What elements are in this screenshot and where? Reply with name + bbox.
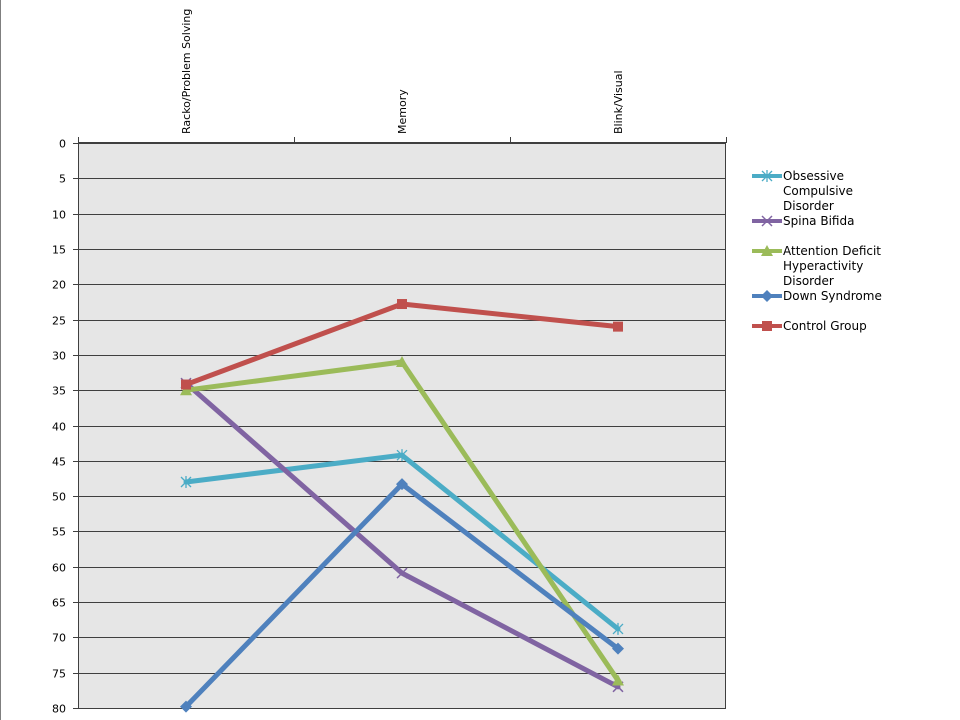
marker-diamond	[761, 290, 773, 302]
y-tick-label: 25	[52, 315, 66, 328]
marker-diamond	[180, 700, 192, 713]
series-down-syndrome	[180, 478, 624, 713]
y-tick-label: 50	[52, 491, 66, 504]
marker-diamond	[396, 478, 408, 491]
marker-star	[396, 449, 408, 462]
legend-label: Attention Deficit Hyperactivity Disorder	[783, 244, 881, 288]
y-tick-label: 35	[52, 385, 66, 398]
y-tick-label: 55	[52, 526, 66, 539]
marker-square	[762, 321, 772, 331]
y-tick-label: 70	[52, 632, 66, 645]
y-tick-label: 30	[52, 350, 66, 363]
y-tick-label: 0	[59, 138, 66, 151]
y-tick-label: 65	[52, 597, 66, 610]
marker-x	[761, 215, 773, 227]
category-label: Racko/Problem Solving	[180, 9, 193, 134]
window-left-border	[0, 0, 1, 720]
series-attention-deficit-hyperactivity-disorder	[180, 355, 624, 686]
legend-label: Control Group	[783, 319, 867, 333]
legend-item: Attention Deficit Hyperactivity Disorder	[752, 244, 881, 288]
marker-star	[761, 170, 773, 182]
y-tick-label: 15	[52, 244, 66, 257]
y-tick-label: 75	[52, 668, 66, 681]
marker-triangle	[612, 674, 624, 686]
legend-item: Control Group	[752, 319, 867, 333]
marker-square	[397, 299, 407, 310]
category-label: Memory	[396, 89, 409, 134]
y-tick-label: 10	[52, 209, 66, 222]
y-tick-label: 45	[52, 456, 66, 469]
y-tick-label: 40	[52, 421, 66, 434]
y-tick-label: 20	[52, 279, 66, 292]
marker-triangle	[180, 384, 192, 396]
legend-item: Down Syndrome	[752, 289, 882, 303]
marker-square	[181, 379, 191, 390]
marker-triangle	[396, 355, 408, 367]
series-control-group	[181, 299, 623, 390]
marker-triangle	[761, 245, 773, 256]
marker-star	[180, 476, 192, 488]
legend-label: Obsessive Compulsive Disorder	[783, 169, 853, 213]
legend-item: Obsessive Compulsive Disorder	[752, 169, 853, 213]
series-lines	[180, 299, 624, 713]
marker-star	[612, 622, 624, 635]
axes: 0 5 10 15 20 25 30 35 40 45 50 55 60 65 70 75 80 Racko/Pr…	[52, 9, 727, 716]
category-label: Blink/Visual	[612, 70, 625, 134]
legend-label: Down Syndrome	[783, 289, 882, 303]
marker-diamond	[612, 642, 624, 655]
y-tick-label: 80	[52, 703, 66, 716]
y-tick-label: 5	[59, 173, 66, 186]
legend-item: Spina Bifida	[752, 214, 854, 228]
y-tick-label: 60	[52, 562, 66, 575]
plot-area	[78, 143, 726, 708]
marker-x	[396, 567, 408, 579]
legend-label: Spina Bifida	[783, 214, 854, 228]
marker-square	[613, 321, 623, 332]
